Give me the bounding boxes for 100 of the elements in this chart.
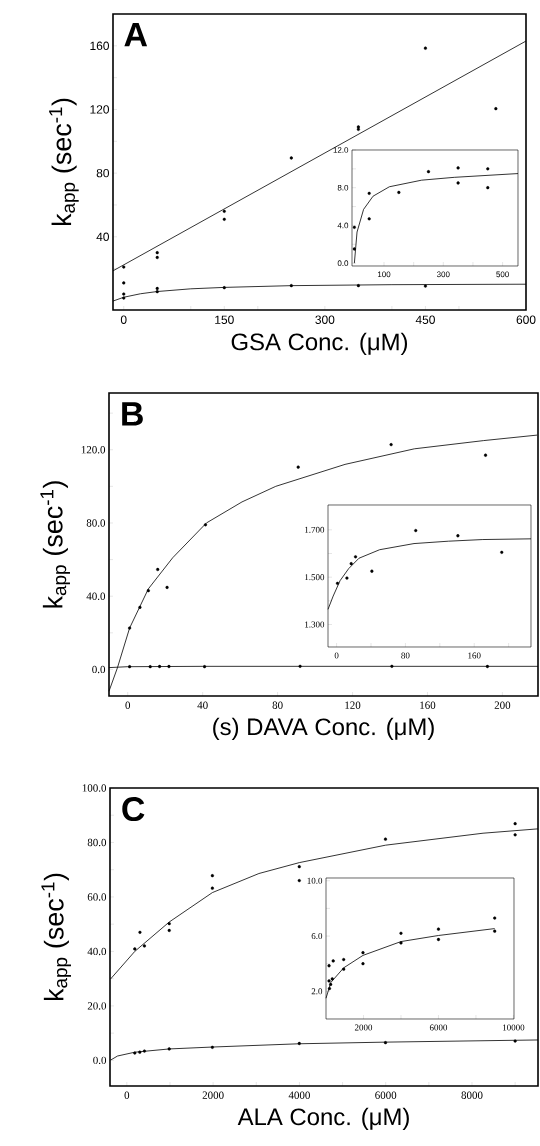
- point: [335, 581, 340, 585]
- x-tick-label: 160: [420, 701, 436, 709]
- point: [389, 443, 393, 447]
- x-axis-title: GSA Conc. (μM): [231, 332, 408, 356]
- point: [367, 217, 371, 221]
- y-tick-label: 40: [96, 232, 110, 242]
- y-tick-label: 1.700: [305, 526, 325, 533]
- point: [222, 286, 226, 290]
- point: [138, 930, 142, 934]
- point: [483, 453, 488, 457]
- y-tick-label: 120: [90, 105, 110, 114]
- x-tick-label: 6000: [429, 1024, 448, 1031]
- y-tick-label: 120.0: [81, 446, 106, 454]
- point: [399, 931, 403, 935]
- point: [296, 465, 300, 469]
- point: [133, 947, 137, 951]
- y-axis-title: k$_{app}$ (sec$^{-1}$): [49, 98, 79, 226]
- point: [493, 916, 497, 920]
- point: [456, 534, 460, 538]
- y-tick-label: 0.0: [93, 1056, 107, 1065]
- point: [426, 170, 431, 174]
- x-tick-label: 0: [120, 315, 127, 324]
- y-tick-label: 1.500: [305, 574, 325, 581]
- x-axis-title: (s) DAVA Conc. (μM): [213, 717, 434, 741]
- point: [128, 626, 132, 630]
- point: [156, 567, 160, 572]
- point: [289, 284, 293, 288]
- y-tick-label: 40.0: [87, 947, 107, 956]
- point: [361, 951, 365, 955]
- point: [210, 1045, 214, 1049]
- point: [167, 928, 171, 933]
- y-tick-label: 6.0: [311, 933, 323, 940]
- point: [342, 957, 346, 962]
- y-axis-title: k$_{app}$ (sec$^{-1}$): [40, 481, 70, 608]
- x-tick-label: 6000: [375, 1091, 397, 1099]
- point: [122, 281, 126, 285]
- point: [157, 664, 162, 669]
- point: [485, 664, 490, 669]
- point: [327, 979, 331, 983]
- y-tick-label: 2.0: [311, 988, 323, 995]
- point: [367, 191, 371, 195]
- x-tick-label: 10000: [503, 1024, 525, 1031]
- point: [167, 664, 171, 669]
- point: [138, 605, 142, 609]
- x-tick-label: 0: [125, 701, 131, 709]
- point: [331, 959, 335, 963]
- point: [222, 209, 226, 213]
- point: [165, 585, 169, 590]
- point: [423, 284, 428, 288]
- annotation: A: [124, 23, 148, 47]
- y-tick-label: 100.0: [82, 784, 107, 792]
- x-tick-label: 8000: [461, 1091, 483, 1099]
- point: [383, 1041, 388, 1045]
- point: [513, 1039, 517, 1043]
- point: [203, 523, 208, 527]
- point: [390, 664, 394, 668]
- y-tick-label: 160: [90, 41, 110, 51]
- point: [210, 874, 214, 878]
- y-tick-label: 10.0: [307, 877, 323, 884]
- x-tick-label: 0: [334, 652, 339, 659]
- point: [342, 967, 346, 971]
- point: [397, 190, 401, 195]
- point: [370, 569, 374, 573]
- point: [327, 986, 332, 991]
- point: [353, 555, 358, 559]
- point: [349, 562, 353, 566]
- point: [436, 937, 441, 942]
- y-tick-label: 60.0: [87, 893, 107, 901]
- y-tick-label: 80: [96, 168, 110, 178]
- point: [202, 665, 207, 669]
- point: [298, 664, 302, 668]
- x-tick-label: 450: [415, 315, 435, 324]
- point: [155, 290, 159, 294]
- point: [399, 941, 403, 945]
- x-tick-label: 0: [124, 1091, 130, 1099]
- point: [128, 665, 132, 669]
- point: [500, 550, 504, 554]
- x-tick-label: 200: [494, 701, 511, 709]
- annotation: C: [122, 797, 145, 822]
- x-tick-label: 600: [516, 315, 536, 324]
- point: [122, 265, 126, 269]
- point: [456, 166, 460, 170]
- y-axis-title: k$_{app}$ (sec$^{-1}$): [41, 873, 71, 1001]
- point: [133, 1051, 137, 1055]
- point: [222, 217, 226, 221]
- point: [352, 225, 356, 229]
- x-tick-label: 4000: [288, 1091, 310, 1099]
- point: [289, 156, 293, 160]
- point: [383, 837, 388, 841]
- y-tick-label: 20.0: [87, 1002, 107, 1010]
- point: [494, 107, 498, 111]
- point: [167, 1047, 171, 1051]
- point: [345, 576, 349, 580]
- y-tick-label: 80.0: [87, 838, 107, 847]
- y-tick-label: 80.0: [86, 519, 106, 527]
- x-tick-label: 40: [197, 701, 208, 709]
- x-tick-label: 300: [315, 315, 335, 324]
- point: [142, 1049, 147, 1053]
- x-tick-label: 2000: [202, 1091, 224, 1099]
- point: [210, 886, 214, 890]
